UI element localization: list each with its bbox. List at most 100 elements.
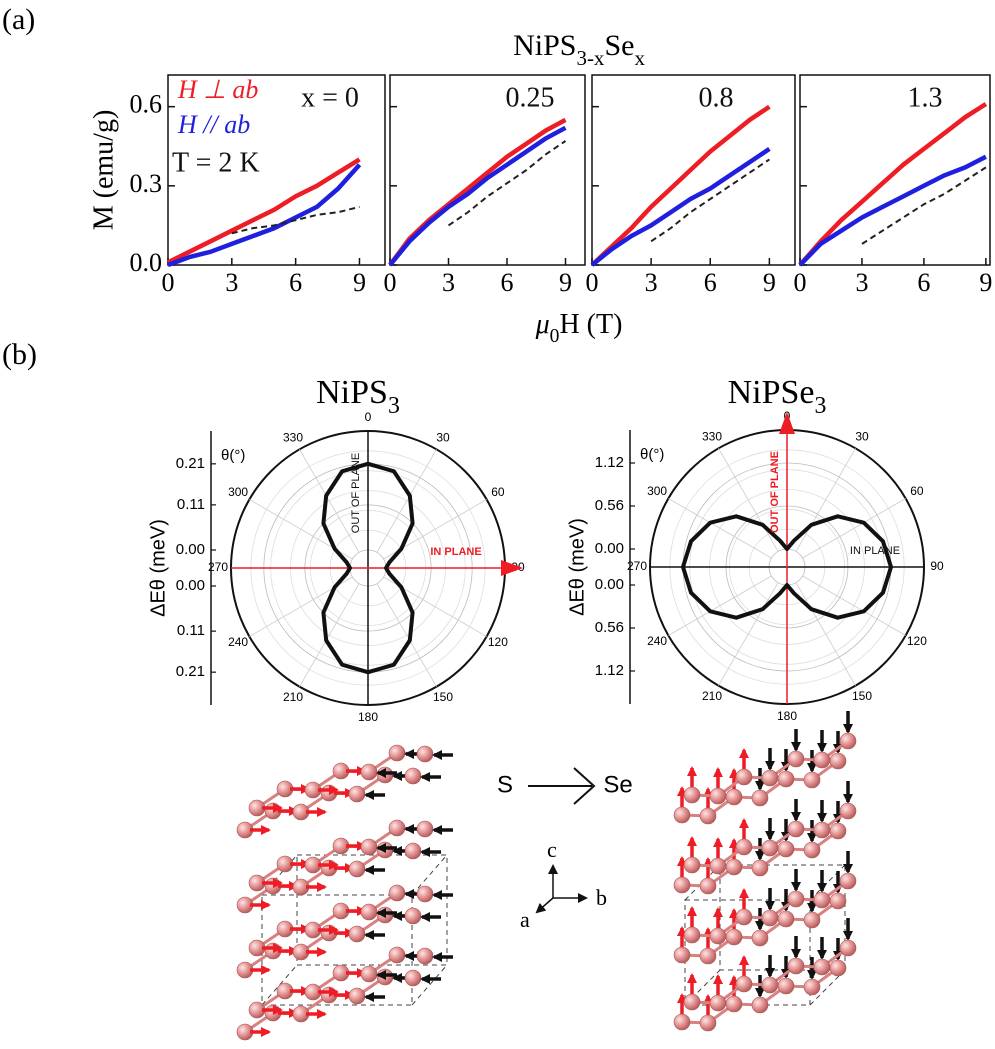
atom: [388, 744, 406, 762]
atom: [735, 908, 753, 926]
angle-label: 330: [702, 429, 722, 443]
r-tick-label: 0.00: [595, 540, 624, 557]
panel-label: (b): [2, 338, 37, 371]
angular-grid: [668, 575, 772, 636]
atom: [839, 872, 857, 890]
atom: [787, 820, 805, 838]
atom: [673, 806, 691, 824]
angle-label: 150: [433, 690, 453, 704]
angular-grid: [718, 448, 779, 552]
atom: [803, 841, 821, 859]
chart-title-part: NiPSe: [728, 374, 815, 411]
atom: [751, 789, 769, 807]
figure-title-part: 3-x: [576, 46, 604, 70]
angle-label: 180: [358, 710, 378, 724]
atom: [751, 996, 769, 1014]
atom: [829, 959, 847, 977]
chart-title-part: 3: [388, 393, 400, 419]
atom: [803, 978, 821, 996]
angular-grid: [299, 449, 360, 553]
angle-label: 210: [702, 689, 722, 703]
plot-frame: [799, 74, 991, 266]
y-axis-label: M (emu/g): [88, 110, 119, 231]
angle-label: 0: [365, 410, 372, 424]
atom: [388, 819, 406, 837]
atom: [803, 771, 821, 789]
atom: [761, 769, 779, 787]
atom: [360, 965, 378, 983]
angular-grid: [299, 583, 360, 687]
angle-label: 330: [283, 430, 303, 444]
angular-grid: [376, 449, 437, 553]
annotation: IN PLANE: [430, 546, 481, 558]
atom: [829, 822, 847, 840]
atom: [683, 926, 701, 944]
x-tick-label: 3: [645, 268, 658, 297]
chart-title-part: NiPS: [316, 374, 388, 411]
r-tick-label: 0.21: [176, 663, 205, 680]
polar-curve: [321, 461, 415, 675]
angle-label: 30: [855, 429, 869, 443]
series-line: [650, 158, 770, 243]
bond: [244, 848, 414, 907]
angular-grid: [795, 448, 856, 552]
angular-grid: [718, 582, 779, 686]
angle-label: 270: [208, 560, 228, 574]
angular-grid: [795, 582, 856, 686]
atom: [813, 958, 831, 976]
panel-label: (a): [2, 3, 35, 36]
atom: [777, 840, 795, 858]
angular-grid: [802, 575, 906, 636]
x-tick-label: 0: [162, 268, 175, 297]
atom: [416, 820, 434, 838]
atom: [683, 786, 701, 804]
axis-arrow: [535, 897, 554, 914]
atom: [376, 766, 394, 784]
angle-label: 240: [228, 635, 248, 649]
atom: [404, 767, 422, 785]
angular-grid: [668, 498, 772, 559]
x-axis-label-part: 0: [550, 326, 560, 347]
axis-name: a: [520, 907, 530, 932]
annotation: 0.25: [506, 82, 555, 113]
r-axis-label: ΔEθ (meV): [566, 518, 588, 616]
angle-label: 60: [491, 485, 505, 499]
angular-grid: [802, 498, 906, 559]
r-tick-label: 0.00: [595, 576, 624, 593]
angle-label: 120: [488, 635, 508, 649]
atom: [673, 946, 691, 964]
r-tick-label: 0.11: [177, 496, 205, 513]
legend-entry: H ⊥ ab: [177, 75, 258, 104]
atom: [751, 859, 769, 877]
series-line: [166, 157, 361, 265]
angle-label: 90: [930, 559, 944, 573]
x-tick-label: 9: [979, 268, 992, 297]
atom: [725, 995, 743, 1013]
x-tick-label: 9: [763, 268, 776, 297]
atom: [813, 821, 831, 839]
atom: [673, 1013, 691, 1031]
r-tick-label: 0.00: [176, 541, 205, 558]
atom: [813, 891, 831, 909]
plot-frame: [167, 74, 386, 266]
x-tick-label: 6: [501, 268, 514, 297]
plot-frame: [389, 74, 586, 266]
atom: [839, 939, 857, 957]
figure-title: NiPS3-xSex: [513, 29, 645, 70]
atom: [735, 838, 753, 856]
atom: [683, 856, 701, 874]
theta-label: θ(°): [221, 447, 245, 464]
atom: [683, 993, 701, 1011]
atom: [761, 909, 779, 927]
angle-label: 270: [627, 559, 647, 573]
schematic-label: S: [497, 771, 513, 798]
atom: [348, 925, 366, 943]
atom: [777, 910, 795, 928]
schematic-label: Se: [603, 771, 632, 798]
cell-edge: [261, 894, 413, 1006]
atom: [761, 976, 779, 994]
polar-curve: [681, 514, 893, 620]
atom: [360, 903, 378, 921]
atom: [725, 858, 743, 876]
